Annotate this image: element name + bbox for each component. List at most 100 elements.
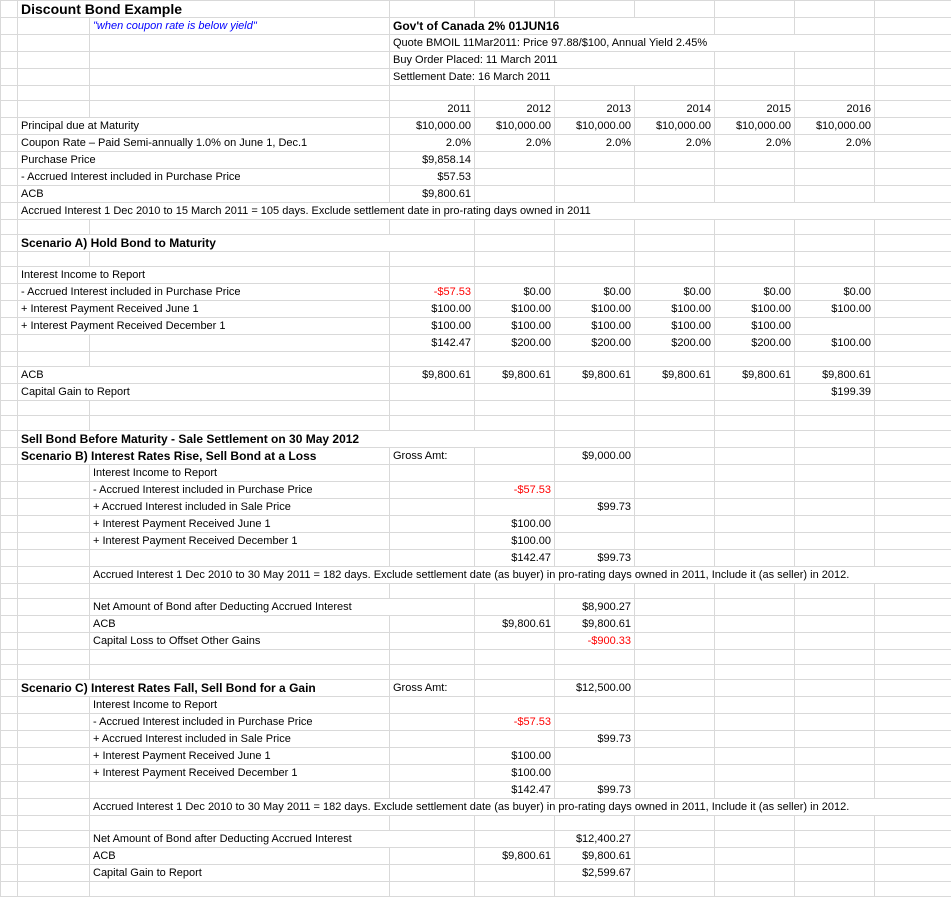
cell: $10,000.00 <box>635 118 715 135</box>
cell: $100.00 <box>555 301 635 318</box>
row-int-jun-c: + Interest Payment Received June 1 <box>90 748 390 765</box>
cell: $100.00 <box>475 301 555 318</box>
row-acb-c: ACB <box>90 848 390 865</box>
scenario-a-header: Scenario A) Hold Bond to Maturity <box>18 235 475 252</box>
row-accr-pp: - Accrued Interest included in Purchase … <box>18 169 390 186</box>
cell: $99.73 <box>555 731 635 748</box>
accr-note: Accrued Interest 1 Dec 2010 to 15 March … <box>18 203 951 220</box>
cell: $9,000.00 <box>555 448 635 465</box>
cell: 2.0% <box>390 135 475 152</box>
cell: $100.00 <box>715 318 795 335</box>
cell: $100.00 <box>795 335 875 352</box>
row-acb-a: ACB <box>18 367 390 384</box>
cell: $10,000.00 <box>555 118 635 135</box>
cell: $100.00 <box>475 748 555 765</box>
scenario-b-header: Scenario B) Interest Rates Rise, Sell Bo… <box>18 448 390 465</box>
row-net-amt-b: Net Amount of Bond after Deducting Accru… <box>90 599 475 616</box>
col-year-2011: 2011 <box>390 101 475 118</box>
gross-amt-label-c: Gross Amt: <box>390 680 475 697</box>
col-year-2014: 2014 <box>635 101 715 118</box>
subtitle: "when coupon rate is below yield" <box>90 18 390 35</box>
row-accr-in-pp-c: - Accrued Interest included in Purchase … <box>90 714 390 731</box>
row-accr-in-pp-b: - Accrued Interest included in Purchase … <box>90 482 390 499</box>
row-accr-in-pp: - Accrued Interest included in Purchase … <box>18 284 390 301</box>
cell: $100.00 <box>635 301 715 318</box>
cell: -$57.53 <box>475 482 555 499</box>
cell: $99.73 <box>555 782 635 799</box>
settlement-date: Settlement Date: 16 March 2011 <box>390 69 715 86</box>
scenario-c-header: Scenario C) Interest Rates Fall, Sell Bo… <box>18 680 390 697</box>
cell: $9,800.61 <box>475 848 555 865</box>
row-cg-report: Capital Gain to Report <box>18 384 390 401</box>
cell: $10,000.00 <box>390 118 475 135</box>
row-cl-offset: Capital Loss to Offset Other Gains <box>90 633 390 650</box>
cell: $100.00 <box>715 301 795 318</box>
cell: $100.00 <box>475 516 555 533</box>
accr-note-b: Accrued Interest 1 Dec 2010 to 30 May 20… <box>90 567 951 584</box>
cell: $142.47 <box>475 782 555 799</box>
col-year-2015: 2015 <box>715 101 795 118</box>
col-year-2012: 2012 <box>475 101 555 118</box>
cell: $10,000.00 <box>475 118 555 135</box>
cell: $199.39 <box>795 384 875 401</box>
row-int-dec: + Interest Payment Received December 1 <box>18 318 390 335</box>
cell: $0.00 <box>795 284 875 301</box>
cell: -$900.33 <box>555 633 635 650</box>
cell: $200.00 <box>475 335 555 352</box>
cell: $100.00 <box>390 318 475 335</box>
cell: $10,000.00 <box>715 118 795 135</box>
cell: $9,800.61 <box>475 616 555 633</box>
cell: $10,000.00 <box>795 118 875 135</box>
cell: $9,800.61 <box>635 367 715 384</box>
cell <box>795 318 875 335</box>
page-title: Discount Bond Example <box>18 1 390 18</box>
cell: $9,800.61 <box>390 186 475 203</box>
sell-before-maturity-header: Sell Bond Before Maturity - Sale Settlem… <box>18 431 555 448</box>
cell: $200.00 <box>555 335 635 352</box>
row-purchase-price: Purchase Price <box>18 152 390 169</box>
row-cg-report-c: Capital Gain to Report <box>90 865 390 882</box>
col-year-2016: 2016 <box>795 101 875 118</box>
cell: $8,900.27 <box>555 599 635 616</box>
row-accr-sale-b: + Accrued Interest included in Sale Pric… <box>90 499 390 516</box>
cell: $200.00 <box>715 335 795 352</box>
cell: $0.00 <box>635 284 715 301</box>
cell: $9,800.61 <box>555 616 635 633</box>
buy-order: Buy Order Placed: 11 March 2011 <box>390 52 715 69</box>
cell: $9,800.61 <box>475 367 555 384</box>
cell: $9,800.61 <box>555 848 635 865</box>
row-accr-sale-c: + Accrued Interest included in Sale Pric… <box>90 731 390 748</box>
row-acb-b: ACB <box>90 616 390 633</box>
cell: $9,800.61 <box>390 367 475 384</box>
cell: 2.0% <box>475 135 555 152</box>
cell: $99.73 <box>555 499 635 516</box>
cell: 2.0% <box>795 135 875 152</box>
cell: $9,800.61 <box>555 367 635 384</box>
row-acb: ACB <box>18 186 390 203</box>
gross-amt-label: Gross Amt: <box>390 448 475 465</box>
cell: -$57.53 <box>390 284 475 301</box>
cell: -$57.53 <box>475 714 555 731</box>
cell: $57.53 <box>390 169 475 186</box>
cell: $99.73 <box>555 550 635 567</box>
row-int-dec-b: + Interest Payment Received December 1 <box>90 533 390 550</box>
cell: $100.00 <box>635 318 715 335</box>
cell: $9,800.61 <box>715 367 795 384</box>
row-ii-report: Interest Income to Report <box>18 267 390 284</box>
cell: $2,599.67 <box>555 865 635 882</box>
row-int-jun: + Interest Payment Received June 1 <box>18 301 390 318</box>
cell: $100.00 <box>390 301 475 318</box>
cell: $142.47 <box>390 335 475 352</box>
cell: $9,858.14 <box>390 152 475 169</box>
cell: $200.00 <box>635 335 715 352</box>
accr-note-c: Accrued Interest 1 Dec 2010 to 30 May 20… <box>90 799 951 816</box>
cell: $9,800.61 <box>795 367 875 384</box>
bond-name: Gov't of Canada 2% 01JUN16 <box>390 18 715 35</box>
cell: $100.00 <box>795 301 875 318</box>
row-coupon: Coupon Rate – Paid Semi-annually 1.0% on… <box>18 135 390 152</box>
cell: $0.00 <box>555 284 635 301</box>
cell: $142.47 <box>475 550 555 567</box>
cell: $0.00 <box>475 284 555 301</box>
row-int-dec-c: + Interest Payment Received December 1 <box>90 765 390 782</box>
cell: $100.00 <box>555 318 635 335</box>
